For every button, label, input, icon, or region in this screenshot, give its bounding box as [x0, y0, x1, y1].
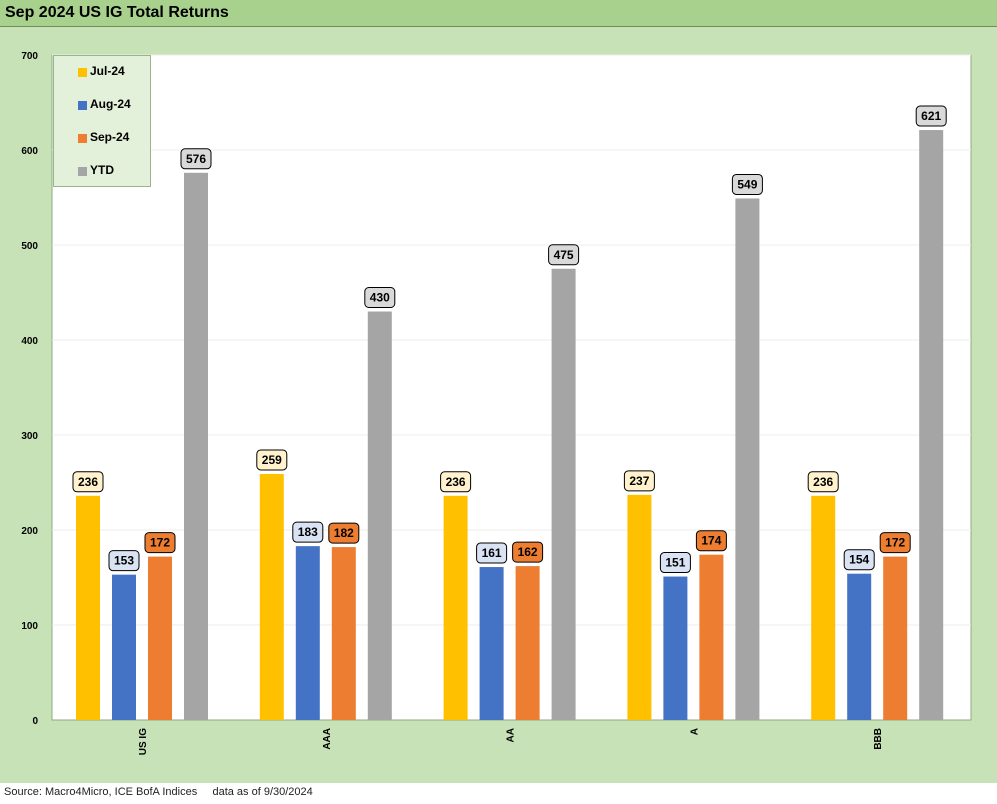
y-tick-label: 400 [21, 336, 38, 347]
x-tick-label: US IG [138, 728, 149, 755]
title-bar: Sep 2024 US IG Total Returns [0, 0, 997, 27]
bar-aug-24 [112, 574, 136, 720]
data-label: 576 [186, 152, 206, 166]
data-label-box [623, 470, 655, 492]
data-label-box [364, 287, 396, 308]
data-label-box [440, 471, 472, 493]
data-label-box [512, 541, 544, 563]
data-label: 172 [150, 536, 170, 550]
bar-ytd [919, 130, 944, 721]
bar-sep-24 [883, 556, 908, 720]
x-tick-label: A [689, 728, 700, 735]
data-label: 236 [813, 475, 833, 489]
data-label-box [328, 522, 360, 544]
bar-sep-24 [148, 556, 172, 720]
bar-chart: 0 100 200 300 400 500 600 700 236 153 172 576 259 18… [21, 51, 972, 755]
y-tick-label: 700 [21, 51, 38, 62]
data-label: 475 [554, 248, 574, 262]
data-label-box [915, 105, 947, 127]
data-label: 430 [370, 291, 390, 305]
data-label-box [548, 244, 580, 266]
y-tick-label: 100 [21, 621, 38, 632]
data-label-box [256, 449, 288, 471]
bar-aug-24 [663, 576, 688, 720]
legend-swatch-aug [78, 101, 87, 110]
y-axis: 0 100 200 300 400 500 600 700 [21, 51, 38, 727]
x-axis: US IG AAA AA A BBB [138, 728, 884, 755]
bar-jul-24 [443, 495, 468, 720]
bar-sep-24 [699, 554, 724, 720]
bar-aug-24 [847, 573, 872, 720]
bar-sep-24 [515, 566, 540, 720]
data-label-box [843, 549, 875, 571]
data-label-box [476, 542, 508, 564]
data-label-box [144, 532, 176, 554]
data-labels-group: 236 153 172 576 259 183 182 430 236 161 162 475 237 1… [72, 105, 947, 574]
y-tick-label: 0 [32, 716, 38, 727]
data-label: 153 [114, 554, 134, 568]
bar-ytd [367, 311, 392, 720]
legend-swatch-ytd [78, 167, 87, 176]
source-note: Source: Macro4Micro, ICE BofA Indices da… [4, 786, 313, 798]
bar-aug-24 [295, 546, 320, 720]
data-label: 151 [665, 556, 685, 570]
x-tick-label: BBB [873, 728, 884, 750]
data-label: 183 [298, 525, 318, 539]
data-label-box [108, 550, 140, 572]
bar-ytd [184, 172, 208, 721]
bar-jul-24 [76, 495, 100, 720]
legend: Jul-24 Aug-24 Sep-24 YTD [53, 55, 151, 187]
legend-label-sep: Sep-24 [90, 130, 130, 144]
data-label-box [731, 173, 763, 195]
bar-sep-24 [331, 547, 356, 720]
data-label: 621 [921, 109, 941, 123]
data-label-box [807, 471, 839, 493]
data-label: 154 [849, 553, 869, 567]
data-label: 174 [701, 534, 721, 548]
y-tick-label: 500 [21, 241, 38, 252]
data-label: 162 [518, 545, 538, 559]
data-label-box [180, 148, 212, 170]
data-label-box [879, 532, 911, 554]
data-label-box [72, 471, 104, 493]
x-tick-label: AAA [322, 728, 333, 750]
legend-swatch-jul [78, 68, 87, 77]
footer: Source: Macro4Micro, ICE BofA Indices da… [0, 783, 997, 804]
data-label: 259 [262, 453, 282, 467]
data-label-box [292, 521, 324, 543]
data-label: 172 [885, 536, 905, 550]
legend-label-aug: Aug-24 [90, 97, 131, 111]
data-label-box [695, 530, 727, 552]
y-tick-label: 200 [21, 526, 38, 537]
bar-jul-24 [259, 473, 284, 720]
legend-swatch-sep [78, 134, 87, 143]
data-label: 182 [334, 526, 354, 540]
data-label: 161 [482, 546, 502, 560]
data-label: 549 [737, 177, 757, 191]
y-tick-label: 300 [21, 431, 38, 442]
bar-ytd [735, 198, 760, 720]
chart-title: Sep 2024 US IG Total Returns [5, 4, 229, 21]
data-label: 236 [446, 475, 466, 489]
legend-label-ytd: YTD [90, 163, 114, 177]
data-label: 237 [629, 474, 649, 488]
legend-label-jul: Jul-24 [90, 64, 125, 78]
y-tick-label: 600 [21, 146, 38, 157]
data-label-box [659, 552, 691, 574]
bar-ytd [551, 268, 576, 720]
bar-jul-24 [811, 495, 836, 720]
bar-jul-24 [627, 494, 652, 720]
bar-aug-24 [479, 567, 504, 720]
x-tick-label: AA [506, 728, 517, 742]
bars-group [76, 130, 944, 721]
data-label: 236 [78, 475, 98, 489]
